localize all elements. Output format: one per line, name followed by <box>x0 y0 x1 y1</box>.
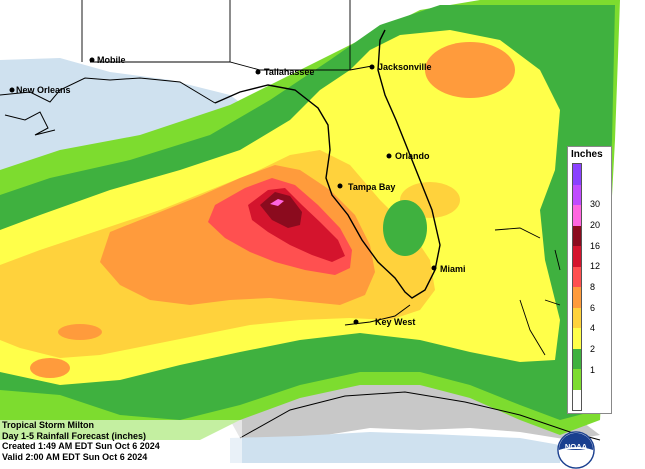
legend-swatch <box>573 266 581 287</box>
forecast-caption: Tropical Storm Milton Day 1-5 Rainfall F… <box>0 420 242 463</box>
legend-swatch <box>573 184 581 205</box>
gulf-coastline <box>0 77 216 104</box>
legend-tick: 2 <box>590 344 596 354</box>
legend-swatch <box>573 164 581 185</box>
legend-tick: 20 <box>590 220 601 230</box>
legend-tick: 6 <box>590 302 596 313</box>
state-borders <box>81 0 373 71</box>
city-mobile: Mobile <box>89 55 126 65</box>
city-miami: Miami <box>431 264 466 274</box>
rain-blob-sw <box>30 358 70 378</box>
city-label-miami: Miami <box>440 264 466 274</box>
legend-swatch <box>573 307 581 328</box>
legend-tick: 12 <box>590 261 601 272</box>
rain-blob-west <box>58 324 102 340</box>
city-label-tampa-bay: Tampa Bay <box>348 182 395 192</box>
city-tampa-bay: Tampa Bay <box>337 182 395 192</box>
legend-swatch <box>573 287 581 308</box>
cuba-outline <box>239 391 601 441</box>
rain-band-30in <box>270 199 284 206</box>
bahamas-islands <box>494 227 561 356</box>
city-tallahassee: Tallahassee <box>255 67 314 77</box>
legend-swatch <box>573 205 581 226</box>
rain-band-20in <box>260 192 302 228</box>
city-label-tallahassee: Tallahassee <box>264 67 314 77</box>
legend-swatch <box>573 246 581 267</box>
rain-blob-atlantic <box>425 42 515 98</box>
city-label-mobile: Mobile <box>97 55 126 65</box>
legend-swatch <box>573 348 581 369</box>
city-label-new-orleans: New Orleans <box>16 85 71 95</box>
city-orlando: Orlando <box>386 151 430 161</box>
caribbean-water <box>230 432 560 463</box>
city-new-orleans: New Orleans <box>9 85 71 95</box>
noaa-logo-text: NOAA <box>565 442 588 451</box>
legend-tick: 1 <box>590 364 596 375</box>
legend-swatch <box>573 389 581 410</box>
legend-swatch <box>573 369 581 390</box>
city-label-jacksonville: Jacksonville <box>378 62 432 72</box>
caption-subtitle: Day 1-5 Rainfall Forecast (inches) <box>2 430 147 441</box>
florida-outline <box>214 29 441 299</box>
legend-tick: 30 <box>590 199 601 210</box>
city-label-orlando: Orlando <box>395 151 430 161</box>
louisiana-delta <box>4 111 56 136</box>
legend-swatch <box>573 225 581 246</box>
legend-color-bar <box>572 163 582 411</box>
city-jacksonville: Jacksonville <box>369 62 432 72</box>
city-key-west: Key West <box>353 317 415 327</box>
caption-valid: Valid 2:00 AM EDT Sun Oct 6 2024 <box>2 451 148 462</box>
legend-tick: 8 <box>590 282 596 292</box>
legend-swatch <box>573 328 581 349</box>
cuba-land <box>230 380 600 440</box>
city-label-key-west: Key West <box>375 317 415 327</box>
caption-title: Tropical Storm Milton <box>2 420 95 430</box>
caption-created: Created 1:49 AM EDT Sun Oct 6 2024 <box>2 441 160 451</box>
legend-tick: 4 <box>590 323 596 334</box>
legend-tick: 16 <box>590 240 601 251</box>
rainfall-legend: Inches 30 20 16 12 8 6 4 2 1 <box>567 146 612 414</box>
rain-pocket-okeechobee <box>383 200 427 256</box>
legend-title: Inches <box>571 149 603 160</box>
noaa-logo-icon: NOAA <box>557 431 595 469</box>
